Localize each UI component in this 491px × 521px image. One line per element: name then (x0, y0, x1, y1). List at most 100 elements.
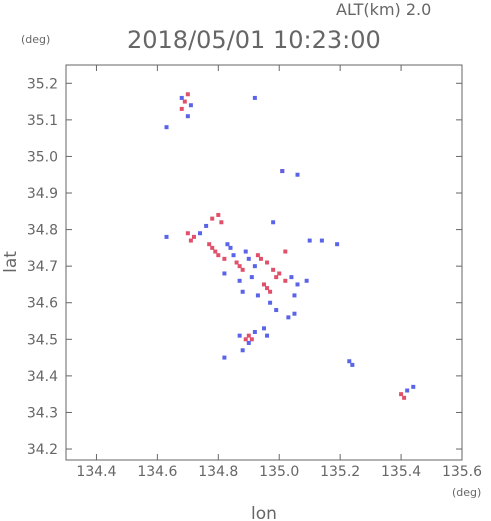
data-point-negative (164, 125, 169, 130)
data-point-negative (249, 275, 254, 280)
data-point-positive (283, 278, 288, 283)
x-tick-label: 134.8 (198, 464, 238, 480)
data-point-positive (402, 395, 407, 400)
data-point-negative (231, 253, 236, 258)
data-point-positive (222, 256, 227, 261)
data-point-negative (222, 355, 227, 360)
data-point-negative (274, 308, 279, 313)
y-unit-label: (deg) (21, 33, 50, 46)
data-point-positive (243, 337, 248, 342)
data-point-negative (405, 388, 410, 393)
data-point-negative (271, 220, 276, 225)
data-point-negative (280, 169, 285, 174)
y-tick-label: 35.2 (27, 76, 58, 92)
data-point-negative (228, 245, 233, 250)
y-axis-label: lat (1, 251, 21, 273)
data-point-positive (283, 249, 288, 254)
data-point-positive (268, 289, 273, 294)
data-point-positive (213, 249, 218, 254)
data-point-negative (347, 359, 352, 364)
y-tick-label: 34.3 (27, 405, 58, 421)
data-point-negative (411, 384, 416, 389)
altitude-label: ALT(km) 2.0 (336, 0, 431, 19)
data-point-positive (210, 216, 215, 221)
data-point-positive (179, 106, 184, 111)
data-point-positive (185, 92, 190, 97)
data-point-positive (207, 242, 212, 247)
data-point-negative (188, 103, 193, 108)
data-point-negative (252, 329, 257, 334)
data-point-positive (277, 271, 282, 276)
data-point-negative (268, 300, 273, 305)
data-point-negative (292, 293, 297, 298)
data-point-negative (237, 333, 242, 338)
data-point-positive (249, 337, 254, 342)
y-tick-label: 34.9 (27, 186, 58, 202)
y-tick-label: 35.0 (27, 149, 58, 165)
data-point-positive (188, 238, 193, 243)
data-point-negative (246, 340, 251, 345)
chart-title: 2018/05/01 10:23:00 (127, 26, 381, 54)
data-point-negative (252, 264, 257, 269)
data-point-positive (246, 333, 251, 338)
x-tick-label: 135.6 (442, 464, 482, 480)
data-point-positive (216, 253, 221, 258)
data-point-negative (307, 238, 312, 243)
data-point-negative (240, 348, 245, 353)
data-point-negative (319, 238, 324, 243)
data-point-positive (191, 234, 196, 239)
y-tick-label: 34.4 (27, 369, 58, 385)
data-point-positive (234, 260, 239, 265)
x-tick-label: 135.4 (381, 464, 421, 480)
data-point-positive (210, 245, 215, 250)
data-point-negative (295, 282, 300, 287)
data-point-positive (265, 260, 270, 265)
data-point-positive (274, 275, 279, 280)
data-point-positive (262, 282, 266, 287)
x-tick-label: 135.0 (259, 464, 299, 480)
x-axis-label: lon (251, 504, 277, 521)
data-point-negative (262, 326, 266, 331)
data-point-positive (216, 212, 221, 217)
axis-ticks: 134.4 134.6 134.8 135.0 135.2 135.4 135.6 34.2 3… (27, 65, 482, 480)
data-marks (164, 92, 416, 400)
data-point-positive (399, 392, 404, 397)
data-point-negative (204, 223, 209, 228)
plot-frame (65, 64, 463, 461)
data-point-positive (265, 286, 270, 291)
data-point-negative (179, 95, 184, 100)
data-point-negative (222, 271, 227, 276)
data-point-positive (258, 256, 263, 261)
data-point-negative (255, 293, 260, 298)
data-point-positive (240, 267, 245, 272)
data-point-negative (185, 114, 190, 119)
data-point-positive (219, 220, 224, 225)
x-unit-label: (deg) (452, 486, 481, 499)
data-point-negative (295, 172, 300, 177)
y-tick-label: 34.7 (27, 259, 58, 275)
data-point-positive (182, 99, 187, 104)
data-point-positive (237, 264, 242, 269)
data-point-negative (237, 278, 242, 283)
data-point-negative (240, 289, 245, 294)
x-tick-label: 135.2 (320, 464, 360, 480)
y-tick-label: 34.2 (27, 442, 58, 458)
x-tick-label: 134.6 (137, 464, 177, 480)
data-point-negative (265, 333, 270, 338)
x-tick-label: 134.4 (76, 464, 116, 480)
data-point-positive (271, 267, 276, 272)
y-tick-label: 34.8 (27, 223, 58, 239)
data-point-negative (198, 231, 203, 236)
data-point-negative (164, 234, 169, 239)
data-point-negative (252, 95, 257, 100)
data-point-negative (243, 249, 248, 254)
data-point-negative (335, 242, 340, 247)
y-tick-label: 34.6 (27, 296, 58, 312)
data-point-negative (246, 256, 251, 261)
y-tick-label: 35.1 (27, 113, 58, 129)
data-point-positive (185, 231, 190, 236)
data-point-negative (225, 242, 230, 247)
data-point-negative (350, 362, 355, 367)
data-point-negative (289, 275, 294, 280)
